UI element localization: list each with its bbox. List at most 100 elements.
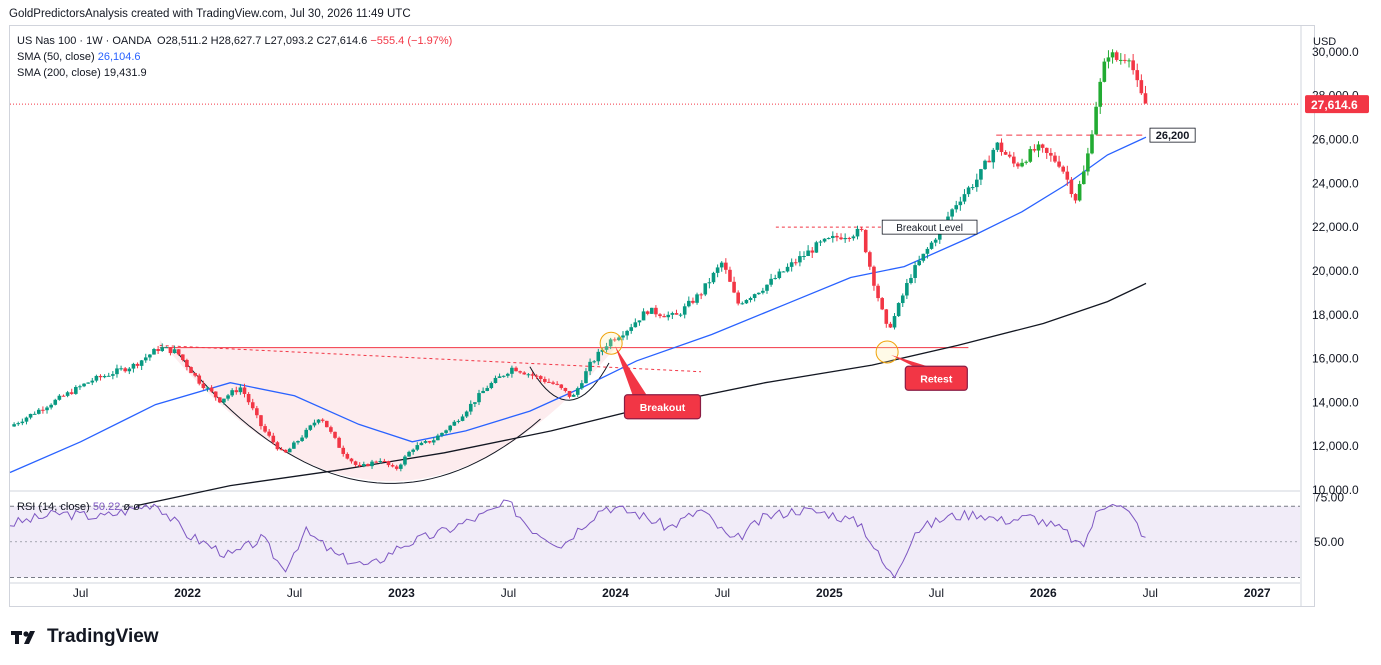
y-tick-label: 22,000.0 <box>1312 220 1359 234</box>
candle-body <box>600 349 605 352</box>
candle-body <box>514 367 518 372</box>
candle-body <box>345 453 350 459</box>
candle-body <box>526 374 531 376</box>
candle-body <box>1081 171 1086 185</box>
candle-body <box>263 426 267 432</box>
candle-body <box>102 375 107 378</box>
last-price-badge[interactable] <box>1305 95 1369 114</box>
candle-body <box>678 314 683 316</box>
candle-body <box>164 347 169 349</box>
candle-body <box>970 187 975 189</box>
sma50-label: SMA (50, close) <box>17 51 95 63</box>
candle-body <box>370 461 374 467</box>
sma50-legend[interactable]: SMA (50, close) 26,104.6 <box>17 51 141 63</box>
candle-body <box>234 390 239 393</box>
y-tick-label: 30,000.0 <box>1312 45 1359 59</box>
candle-body <box>20 421 25 424</box>
candle-body <box>559 384 564 388</box>
low-value: 27,093.2 <box>270 35 314 47</box>
candle-body <box>991 149 996 163</box>
sma200-line[interactable] <box>138 282 1147 506</box>
candle-body <box>32 413 37 415</box>
annotation-box-1[interactable] <box>904 365 968 391</box>
candle-body <box>872 266 876 286</box>
candle-body <box>419 442 424 446</box>
candle-body <box>715 267 720 273</box>
candle-body <box>843 237 847 240</box>
candle-body <box>966 187 971 195</box>
candle-body <box>674 313 679 315</box>
candle-body <box>386 461 391 466</box>
candle-body <box>390 465 395 467</box>
candle-body <box>518 371 522 373</box>
sma200-value: 19,431.9 <box>103 67 147 79</box>
candle-body <box>876 285 880 299</box>
rsi-line[interactable] <box>9 499 1146 579</box>
candle-body <box>769 278 773 285</box>
candle-body <box>555 383 559 385</box>
candle-body <box>810 250 815 253</box>
sma200-legend[interactable]: SMA (200, close) 19,431.9 <box>17 67 147 79</box>
candle-body <box>888 323 893 328</box>
candle-body <box>691 300 695 303</box>
symbol-name[interactable]: US Nas 100 · 1W · OANDA <box>17 35 151 47</box>
candle-body <box>1143 93 1148 104</box>
candle-body <box>505 373 510 376</box>
candle-body <box>407 451 411 457</box>
candle-body <box>131 363 136 369</box>
candle-body <box>238 387 243 393</box>
candle-body <box>143 357 148 361</box>
candle-body <box>271 435 276 443</box>
candle-body <box>645 311 650 314</box>
y-tick-label: 14,000.0 <box>1312 395 1359 409</box>
candle-body <box>666 314 671 318</box>
candle-body <box>933 239 938 243</box>
candle-body <box>719 262 724 268</box>
candle-body <box>954 205 959 210</box>
candle-body <box>320 419 325 421</box>
tradingview-logo[interactable]: TradingView <box>11 626 159 648</box>
candle-body <box>687 300 691 307</box>
currency-label[interactable]: USD <box>1313 36 1336 48</box>
candle-body <box>1139 80 1144 94</box>
close-label: C <box>316 35 325 47</box>
candle-body <box>538 376 543 379</box>
candle-body <box>292 442 296 449</box>
candle-body <box>748 297 753 301</box>
candle-body <box>1032 149 1037 151</box>
level-line-3[interactable] <box>159 344 702 373</box>
candle-body <box>378 460 383 462</box>
candle-body <box>374 461 378 463</box>
chart-frame <box>9 25 1315 607</box>
candle-body <box>242 387 247 395</box>
candle-body <box>1118 59 1123 61</box>
candle-body <box>436 435 440 441</box>
candle-body <box>464 411 469 417</box>
candle-body <box>921 253 926 261</box>
annotation-label-0: Breakout <box>640 402 686 414</box>
candle-body <box>139 360 144 366</box>
candle-body <box>736 292 740 304</box>
open-label: O <box>157 35 166 47</box>
candle-body <box>905 283 909 296</box>
candle-body <box>78 386 82 388</box>
candle-body <box>312 422 317 426</box>
rsi-legend[interactable]: RSI (14, close) 50.22 ø ø <box>17 501 140 513</box>
annotation-box-0[interactable] <box>623 394 702 420</box>
x-tick-label: Jul <box>1143 586 1158 600</box>
candle-body <box>123 368 127 372</box>
candle-body <box>308 425 313 430</box>
candle-body <box>61 395 66 397</box>
open-value: 28,511.2 <box>165 35 208 47</box>
candle-body <box>45 407 49 411</box>
candle-body <box>53 399 58 405</box>
candle-body <box>584 371 588 384</box>
high-label: H <box>210 35 219 47</box>
candle-body <box>900 295 905 304</box>
y-tick-label: 20,000.0 <box>1312 264 1359 278</box>
sma50-line[interactable] <box>9 136 1147 474</box>
candle-body <box>197 375 202 384</box>
candle-body <box>831 235 835 239</box>
candle-body <box>814 242 819 253</box>
